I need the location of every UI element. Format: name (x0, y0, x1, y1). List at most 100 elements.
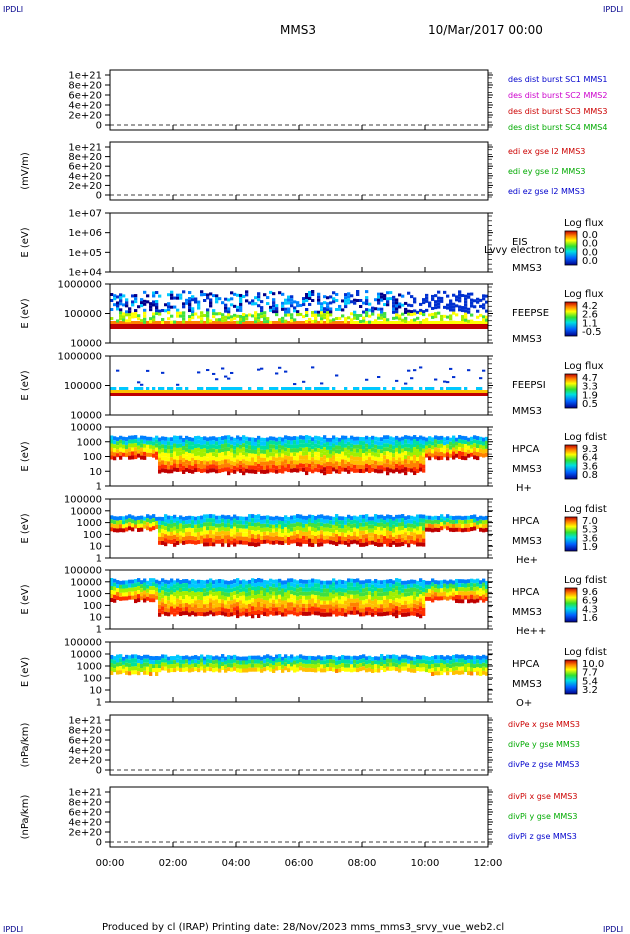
y-tick-label: 1e+21 (68, 143, 102, 154)
corner-label-tr: IPDLI (603, 5, 623, 14)
y-tick-label: 0 (96, 766, 102, 777)
colorbar-tick-label: 0.0 (582, 230, 598, 241)
colorbar-tick-label: 0.0 (582, 239, 598, 250)
y-tick-label: 1000 (77, 437, 102, 448)
y-tick-label: 8e+20 (68, 81, 102, 92)
y-axis-label: E (eV) (20, 584, 31, 614)
colorbar-tick-label: 9.3 (582, 444, 598, 455)
y-axis-label: E (eV) (20, 227, 31, 257)
spacecraft-label: MMS3 (512, 263, 542, 274)
instrument-label: HPCA (512, 444, 540, 455)
y-tick-label: 1e+05 (68, 248, 102, 259)
overlay-label: Lvvy electron to (484, 245, 565, 256)
colorbar-tick-label: 10.0 (582, 659, 604, 670)
legend-entry: divPe z gse MMS3 (508, 760, 579, 769)
x-tick-label: 08:00 (348, 858, 377, 869)
colorbar (564, 230, 578, 266)
colorbar-tick-label: 1.1 (582, 318, 598, 329)
y-tick-label: 1e+21 (68, 71, 102, 82)
y-tick-label: 1e+21 (68, 716, 102, 727)
y-axis-label: (mV/m) (20, 152, 31, 190)
x-tick-label: 00:00 (96, 858, 125, 869)
y-tick-label: 8e+20 (68, 798, 102, 809)
species-label: O+ (516, 698, 532, 709)
y-tick-label: 1000000 (57, 280, 102, 291)
y-tick-label: 100000 (64, 381, 102, 392)
colorbar-tick-label: 2.6 (582, 310, 598, 321)
colorbar (564, 516, 578, 552)
instrument-label: HPCA (512, 587, 540, 598)
colorbar-tick-label: 0.0 (582, 247, 598, 258)
y-tick-label: 1 (96, 482, 102, 493)
colorbar-tick-label: 7.7 (582, 668, 598, 679)
colorbar-tick-label: 0.5 (582, 399, 598, 410)
instrument-label: FEEPSI (512, 380, 546, 391)
y-tick-label: 10 (89, 467, 102, 478)
colorbar-tick-label: 6.4 (582, 453, 598, 464)
corner-label-br: IPDLI (603, 925, 623, 934)
colorbar-tick-label: 3.6 (582, 533, 598, 544)
footer-text: Produced by cl (IRAP) Printing date: 28/… (102, 922, 504, 933)
spacecraft-label: MMS3 (512, 464, 542, 475)
spacecraft-label: MMS3 (512, 679, 542, 690)
y-tick-label: 1e+07 (68, 209, 102, 220)
colorbar-tick-label: 3.3 (582, 382, 598, 393)
instrument-label: EIS (512, 237, 528, 248)
colorbar (564, 444, 578, 480)
colorbar-tick-label: 4.7 (582, 373, 598, 384)
y-tick-label: 10000 (70, 650, 102, 661)
y-tick-label: 1000 (77, 662, 102, 673)
legend-entry: des dist burst SC4 MMS4 (508, 123, 607, 132)
y-tick-label: 100 (83, 530, 102, 541)
legend-entry: divPi z gse MMS3 (508, 832, 577, 841)
y-tick-label: 6e+20 (68, 162, 102, 173)
y-tick-label: 100 (83, 452, 102, 463)
date-title: 10/Mar/2017 00:00 (428, 23, 543, 37)
spacecraft-title: MMS3 (280, 23, 316, 37)
y-tick-label: 100 (83, 674, 102, 685)
colorbar-tick-label: 9.6 (582, 587, 598, 598)
colorbar-tick-label: 5.3 (582, 525, 598, 536)
colorbar-tick-label: 6.9 (582, 596, 598, 607)
colorbar-title: Log flux (564, 289, 604, 300)
colorbar-title: Log fdist (564, 504, 607, 515)
y-tick-label: 6e+20 (68, 736, 102, 747)
panel-p6: 10000 1000 100 10 1 E (eV) HPCA MMS3 H+ Log fdist… (20, 423, 607, 495)
x-tick-label: 10:00 (411, 858, 440, 869)
y-tick-label: 10 (89, 613, 102, 624)
colorbar-tick-label: 1.6 (582, 613, 598, 624)
spectrogram-p8 (110, 578, 489, 619)
y-tick-label: 10000 (70, 423, 102, 434)
colorbar (564, 301, 578, 337)
spectrogram-p6 (110, 435, 489, 476)
colorbar-tick-label: 1.9 (582, 390, 598, 401)
spectrogram-p5 (110, 366, 489, 396)
y-tick-label: 8e+20 (68, 152, 102, 163)
y-tick-label: 2e+20 (68, 111, 102, 122)
legend-entry: divPi y gse MMS3 (508, 812, 577, 821)
y-tick-label: 10000 (70, 506, 102, 517)
panel-p3: 1e+07 1e+06 1e+05 1e+04 E (eV) EIS MMS3 Lvvy el… (20, 209, 604, 279)
corner-label-bl: IPDLI (3, 925, 23, 934)
y-axis-label: (nPa/km) (20, 795, 31, 840)
colorbar-tick-label: 3.2 (582, 685, 598, 696)
y-axis-label: E (eV) (20, 441, 31, 471)
panel-frame (109, 786, 489, 848)
colorbar-tick-label: 4.3 (582, 604, 598, 615)
colorbar (564, 373, 578, 409)
colorbar-tick-label: 1.9 (582, 542, 598, 553)
y-tick-label: 8e+20 (68, 726, 102, 737)
y-tick-label: 10 (89, 542, 102, 553)
colorbar-title: Log fdist (564, 432, 607, 443)
y-tick-label: 1 (96, 554, 102, 565)
y-tick-label: 1 (96, 698, 102, 709)
y-tick-label: 1e+04 (68, 268, 102, 279)
colorbar-tick-label: 5.4 (582, 676, 598, 687)
legend-entry: divPi x gse MMS3 (508, 792, 577, 801)
